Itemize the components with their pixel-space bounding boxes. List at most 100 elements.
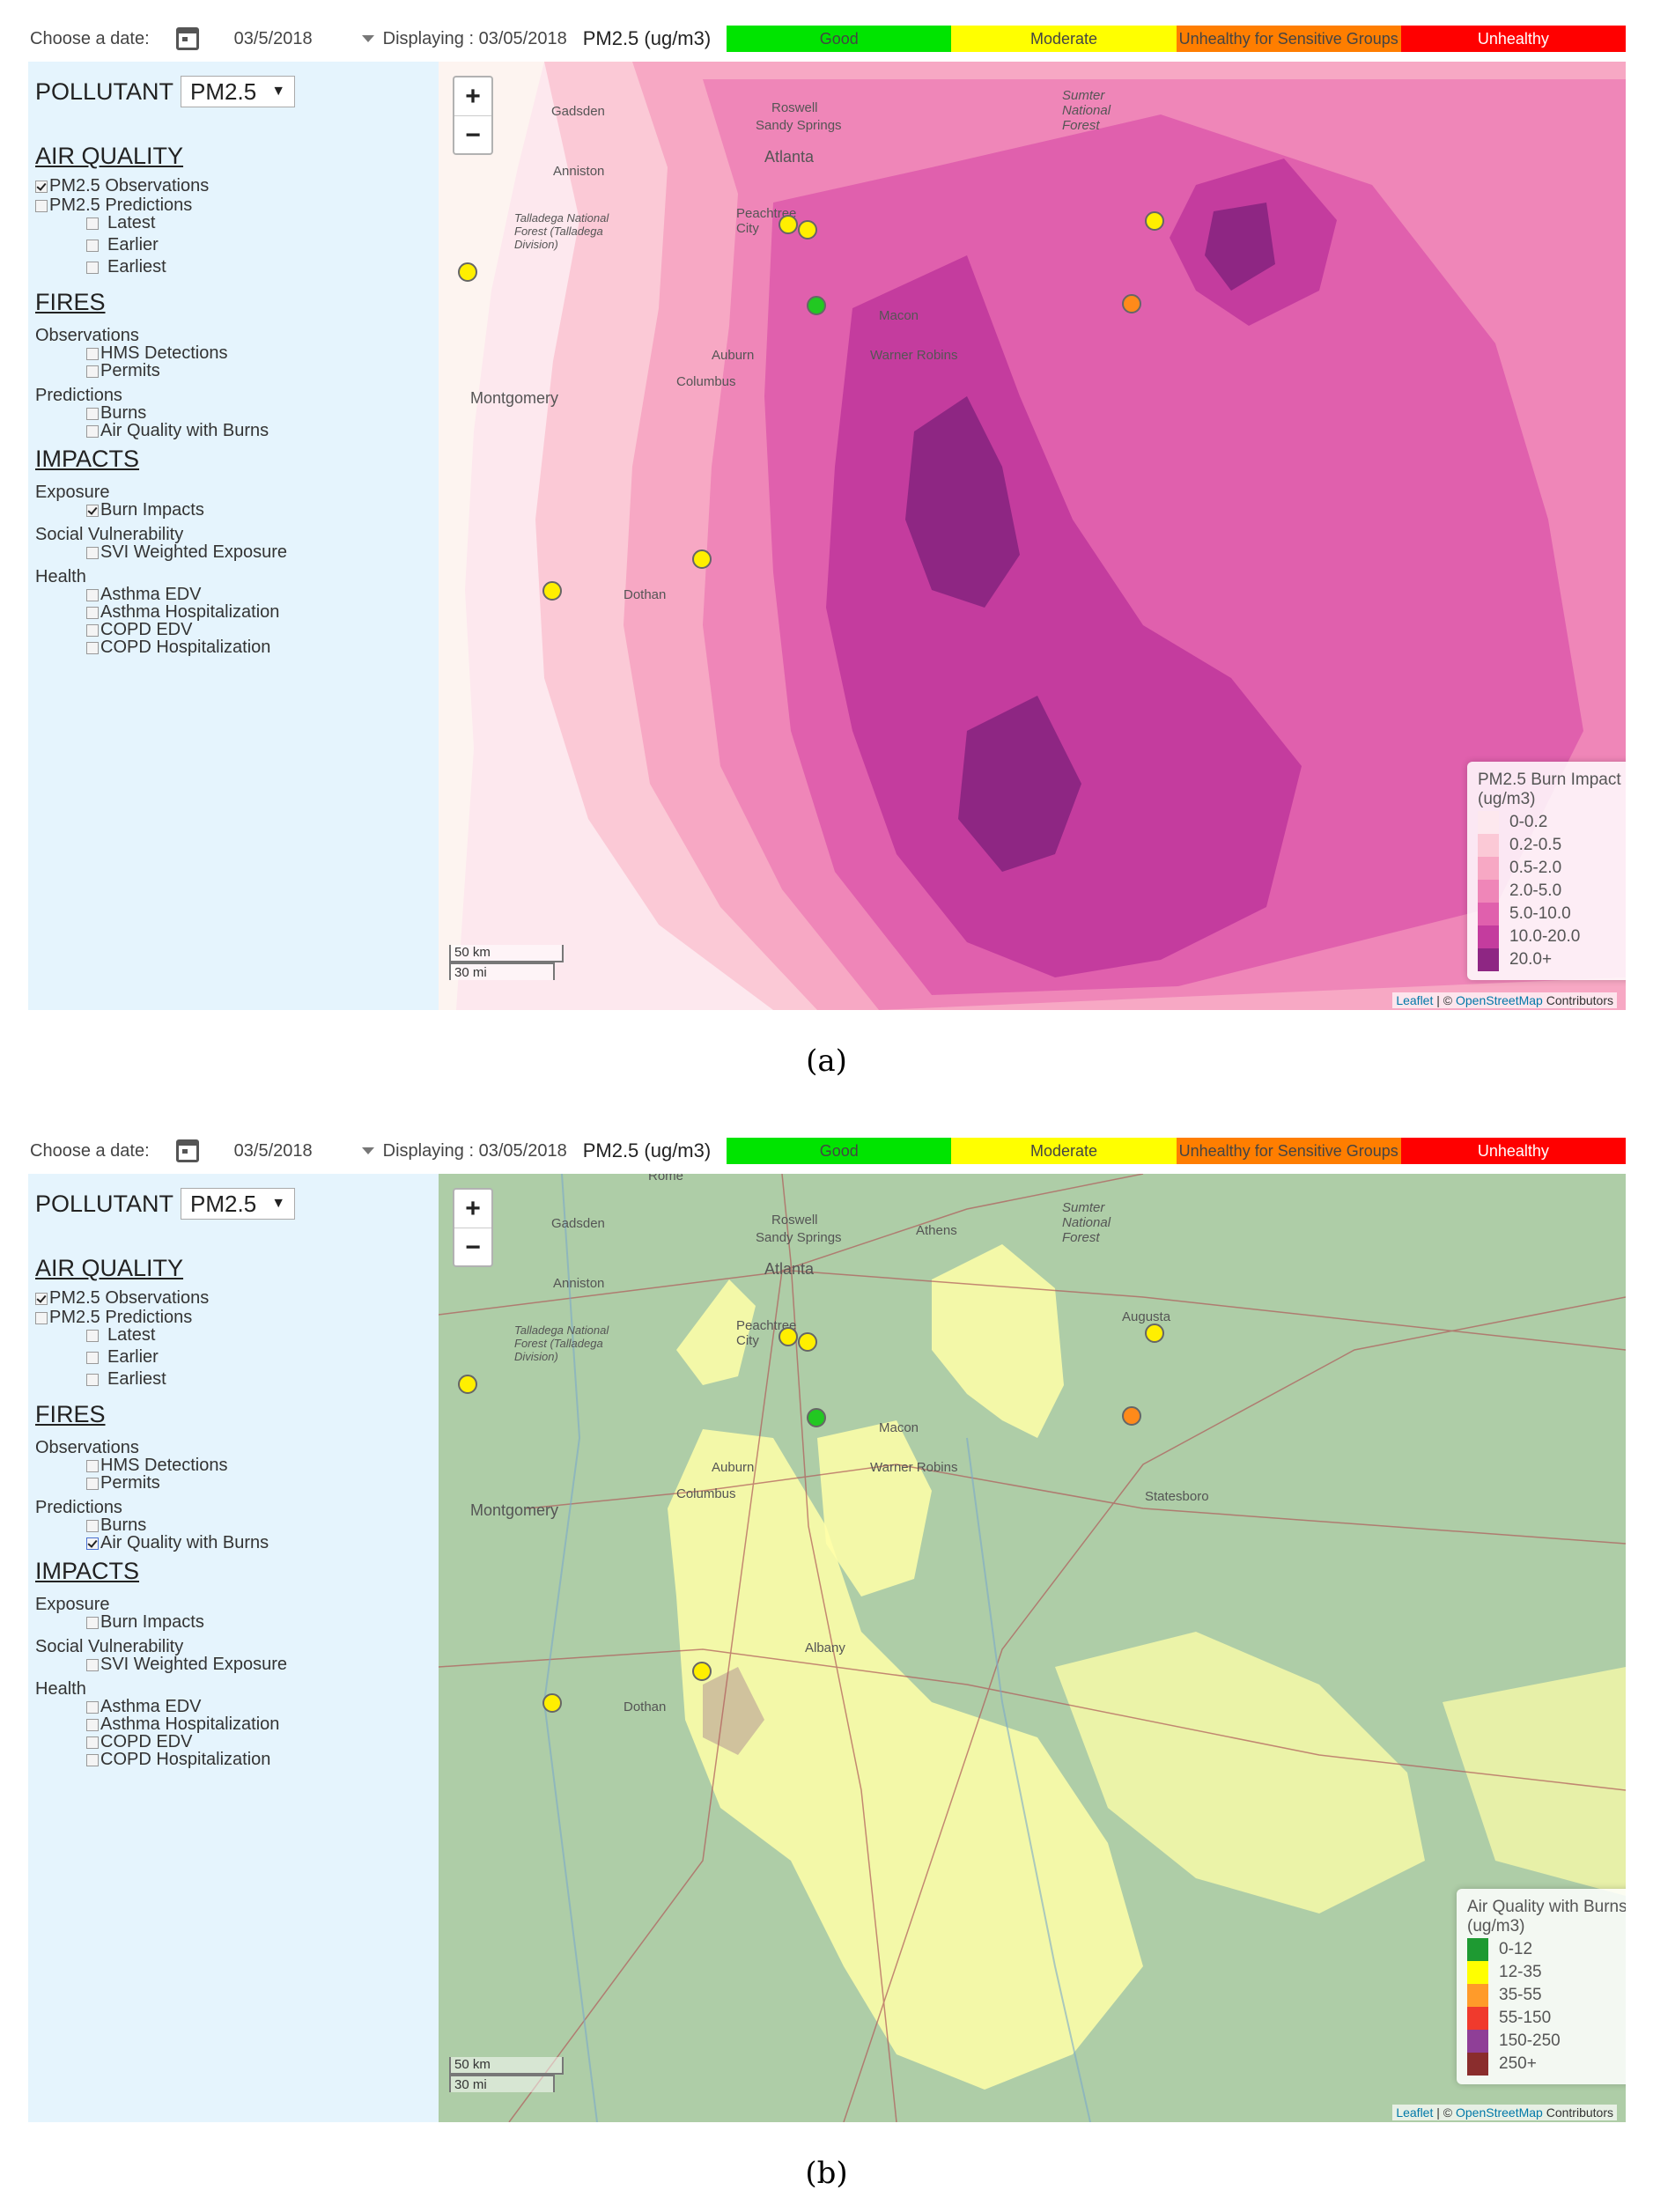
aq-with-burns-checkbox[interactable]: Air Quality with Burns [86,421,269,441]
hms-detections-checkbox[interactable]: HMS Detections [86,343,228,364]
copd-hosp-checkbox[interactable]: COPD Hospitalization [86,638,270,658]
social-vulnerability-group: Social Vulnerability [35,1637,184,1656]
leaflet-link[interactable]: Leaflet [1396,2105,1434,2120]
copd-edv-checkbox[interactable]: COPD EDV [86,620,192,640]
date-input[interactable]: 03/5/2018 [233,28,313,48]
osm-link[interactable]: OpenStreetMap [1456,2105,1543,2120]
checkbox-checked-icon[interactable] [35,180,48,193]
monitor-station-moderate[interactable] [458,1375,477,1394]
checkbox-icon[interactable] [86,365,99,378]
svi-checkbox[interactable]: SVI Weighted Exposure [86,1655,287,1675]
earliest-checkbox[interactable]: Earliest [86,1369,166,1390]
zoom-out-button[interactable]: − [465,1232,481,1262]
monitor-station-moderate[interactable] [779,215,798,234]
checkbox-icon[interactable] [86,1351,99,1364]
map-view[interactable]: Rome Gadsden Roswell Sandy Springs Athen… [439,1174,1626,2122]
monitor-station-moderate[interactable] [798,1332,817,1352]
svi-checkbox[interactable]: SVI Weighted Exposure [86,542,287,563]
checkbox-icon[interactable] [86,1718,99,1731]
checkbox-icon[interactable] [35,199,48,212]
checkbox-icon[interactable] [86,1459,99,1472]
checkbox-icon[interactable] [86,1477,99,1490]
impact-zone-20-south [958,696,1081,872]
chevron-down-icon: ▼ [271,84,286,99]
monitor-station-moderate[interactable] [458,262,477,282]
burn-impacts-checkbox[interactable]: Burn Impacts [86,500,204,520]
checkbox-icon[interactable] [86,588,99,601]
pm25-observations-checkbox[interactable]: PM2.5 Observations [35,176,209,196]
burn-impacts-checkbox[interactable]: Burn Impacts [86,1612,204,1633]
checkbox-icon[interactable] [86,1519,99,1532]
burns-checkbox[interactable]: Burns [86,1515,146,1536]
checkbox-icon[interactable] [86,407,99,420]
checkbox-icon[interactable] [86,1700,99,1714]
earliest-checkbox[interactable]: Earliest [86,257,166,277]
calendar-icon[interactable] [175,27,199,50]
pm25-predictions-checkbox[interactable]: PM2.5 Predictions [35,195,192,216]
monitor-station-moderate[interactable] [1145,211,1164,231]
checkbox-icon[interactable] [86,1329,99,1342]
latest-checkbox[interactable]: Latest [86,213,155,233]
pm25-predictions-checkbox[interactable]: PM2.5 Predictions [35,1308,192,1328]
checkbox-icon[interactable] [86,424,99,438]
monitor-station-moderate[interactable] [692,549,712,569]
pm25-observations-checkbox[interactable]: PM2.5 Observations [35,1288,209,1309]
osm-link[interactable]: OpenStreetMap [1456,993,1543,1007]
checkbox-icon[interactable] [86,641,99,654]
checkbox-icon[interactable] [86,239,99,252]
burns-checkbox[interactable]: Burns [86,403,146,424]
checkbox-icon[interactable] [86,1658,99,1671]
checkbox-icon[interactable] [86,546,99,559]
checkbox-checked-icon[interactable] [86,1537,99,1550]
zoom-in-button[interactable]: + [454,77,491,116]
monitor-station-usg[interactable] [1122,294,1141,313]
monitor-station-moderate[interactable] [1145,1324,1164,1343]
latest-checkbox[interactable]: Latest [86,1325,155,1346]
monitor-station-moderate[interactable] [542,581,562,601]
asthma-edv-checkbox[interactable]: Asthma EDV [86,585,201,605]
asthma-edv-checkbox[interactable]: Asthma EDV [86,1697,201,1717]
monitor-station-good[interactable] [807,296,826,315]
chevron-down-icon[interactable] [361,35,374,42]
checkbox-icon[interactable] [86,217,99,230]
hms-detections-checkbox[interactable]: HMS Detections [86,1456,228,1476]
checkbox-icon[interactable] [86,347,99,360]
leaflet-link[interactable]: Leaflet [1396,993,1434,1007]
checkbox-icon[interactable] [86,623,99,637]
aq-with-burns-checkbox[interactable]: Air Quality with Burns [86,1533,269,1553]
monitor-station-good[interactable] [807,1408,826,1427]
checkbox-checked-icon[interactable] [86,504,99,517]
checkbox-icon[interactable] [86,261,99,274]
earlier-checkbox[interactable]: Earlier [86,1347,159,1368]
calendar-icon[interactable] [175,1139,199,1162]
copd-edv-checkbox[interactable]: COPD EDV [86,1732,192,1752]
date-label: Choose a date: [30,1140,150,1161]
pollutant-select[interactable]: PM2.5 ▼ [181,76,296,107]
checkbox-icon[interactable] [86,1616,99,1629]
monitor-station-moderate[interactable] [798,220,817,240]
checkbox-icon[interactable] [86,1373,99,1386]
earlier-checkbox[interactable]: Earlier [86,235,159,255]
asthma-hosp-checkbox[interactable]: Asthma Hospitalization [86,1714,279,1735]
checkbox-icon[interactable] [86,606,99,619]
monitor-station-usg[interactable] [1122,1406,1141,1426]
monitor-station-moderate[interactable] [692,1662,712,1681]
aqi-good: Good [727,1138,952,1164]
map-view[interactable]: Gadsden Roswell Sandy Springs Atlanta An… [439,62,1626,1010]
zoom-out-button[interactable]: − [465,120,481,150]
monitor-station-moderate[interactable] [779,1327,798,1346]
asthma-hosp-checkbox[interactable]: Asthma Hospitalization [86,602,279,623]
checkbox-icon[interactable] [35,1311,48,1324]
permits-checkbox[interactable]: Permits [86,361,160,381]
date-input[interactable]: 03/5/2018 [233,1140,313,1161]
permits-checkbox[interactable]: Permits [86,1473,160,1493]
copd-hosp-checkbox[interactable]: COPD Hospitalization [86,1750,270,1770]
place-label: Montgomery [470,389,559,407]
monitor-station-moderate[interactable] [542,1693,562,1713]
zoom-in-button[interactable]: + [454,1190,491,1228]
checkbox-icon[interactable] [86,1736,99,1749]
chevron-down-icon[interactable] [361,1147,374,1154]
checkbox-icon[interactable] [86,1753,99,1766]
pollutant-select[interactable]: PM2.5 ▼ [181,1188,296,1220]
checkbox-checked-icon[interactable] [35,1292,48,1305]
